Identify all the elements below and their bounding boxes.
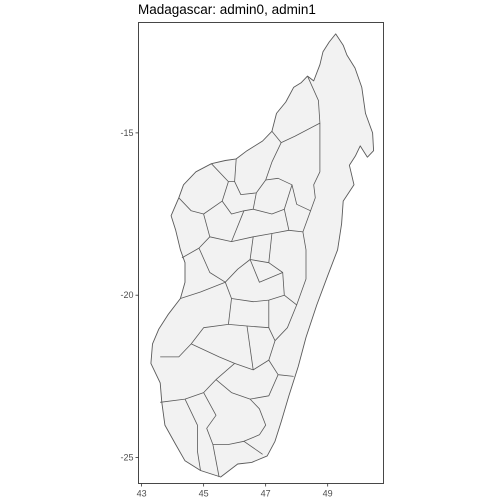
- admin1-border: [198, 236, 254, 283]
- land-layer: [150, 33, 375, 478]
- x-tick-label: 47: [261, 489, 271, 499]
- admin1-border: [243, 398, 267, 442]
- admin1-border: [271, 75, 321, 144]
- admin1-border: [274, 231, 307, 341]
- admin1-border: [224, 282, 285, 303]
- admin1-border: [228, 300, 270, 329]
- admin1-border: [184, 398, 201, 471]
- y-tick-label: -20: [120, 290, 133, 300]
- admin1-border: [212, 444, 220, 478]
- admin1-border: [253, 184, 293, 215]
- admin1-border: [265, 123, 321, 212]
- x-axis: 43 45 47 49: [137, 483, 333, 499]
- admin1-border: [246, 325, 254, 370]
- admin1-border: [160, 298, 232, 358]
- admin1-border: [180, 281, 226, 299]
- x-tick-label: 49: [323, 489, 333, 499]
- x-tick-label: 43: [137, 489, 147, 499]
- admin1-border-layer: [160, 75, 321, 478]
- admin1-border: [283, 209, 311, 233]
- admin1-border: [249, 259, 283, 283]
- admin1-border: [181, 213, 211, 259]
- admin1-border: [231, 229, 289, 242]
- admin1-border: [268, 233, 273, 263]
- y-tick-label: -25: [120, 453, 133, 463]
- y-tick-label: -15: [120, 128, 133, 138]
- madagascar-outline: [150, 33, 375, 478]
- plot-panel-border: [138, 22, 384, 484]
- x-tick-label: 45: [199, 489, 209, 499]
- map-title: Madagascar: admin0, admin1: [138, 2, 316, 17]
- y-axis: -15 -20 -25: [120, 128, 139, 463]
